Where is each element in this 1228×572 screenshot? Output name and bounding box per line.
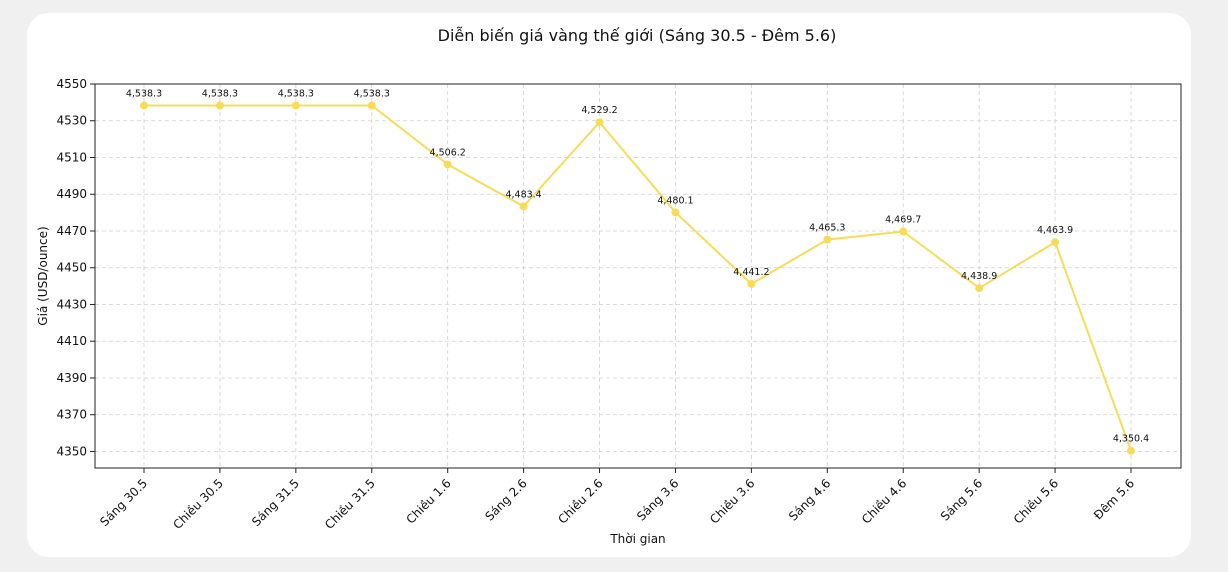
data-point[interactable] — [215, 101, 224, 110]
x-tick-label: Chiều 5.6 — [1011, 476, 1061, 526]
y-tick-label: 4430 — [56, 297, 87, 311]
data-label: 4,529.2 — [581, 105, 617, 116]
data-point[interactable] — [1051, 238, 1060, 247]
x-tick-label: Sáng 4.6 — [786, 476, 833, 523]
x-axis-label: Thời gian — [609, 532, 665, 546]
x-tick-label: Sáng 3.6 — [634, 476, 681, 523]
y-tick-label: 4550 — [56, 77, 87, 91]
y-axis-label: Giá (USD/ounce) — [36, 226, 50, 325]
data-point[interactable] — [443, 160, 452, 169]
data-point[interactable] — [140, 101, 148, 110]
x-tick-label: Sáng 31.5 — [249, 476, 302, 529]
plot-frame — [94, 83, 1182, 469]
data-label: 4,465.3 — [809, 223, 845, 234]
data-label: 4,483.4 — [505, 189, 541, 200]
data-label: 4,438.9 — [961, 271, 997, 282]
x-tick-label: Chiều 30.5 — [170, 476, 226, 532]
data-label: 4,350.4 — [1113, 434, 1149, 445]
data-point[interactable] — [899, 227, 908, 236]
data-label: 4,538.3 — [354, 88, 390, 99]
data-label: 4,538.3 — [126, 88, 162, 99]
x-tick-label: Chiều 3.6 — [707, 476, 757, 526]
y-tick-label: 4450 — [56, 261, 87, 275]
data-label: 4,480.1 — [657, 195, 693, 206]
data-point[interactable] — [1127, 446, 1135, 455]
x-tick-label: Sáng 30.5 — [97, 476, 150, 529]
x-tick-label: Đêm 5.6 — [1091, 476, 1137, 522]
y-tick-label: 4350 — [56, 444, 87, 458]
data-point[interactable] — [823, 235, 832, 244]
series-line — [144, 104, 1132, 452]
y-tick-label: 4530 — [56, 114, 87, 128]
y-tick-label: 4470 — [56, 224, 87, 238]
y-tick-label: 4410 — [56, 334, 87, 348]
data-point[interactable] — [367, 101, 376, 110]
data-point[interactable] — [747, 279, 756, 288]
data-point[interactable] — [671, 208, 680, 217]
chart-title: Diễn biến giá vàng thế giới (Sáng 30.5 -… — [438, 26, 837, 45]
y-tick-label: 4390 — [56, 371, 87, 385]
data-label: 4,538.3 — [278, 88, 314, 99]
data-label: 4,469.7 — [885, 215, 921, 226]
x-tick-label: Chiều 1.6 — [403, 476, 453, 526]
data-point[interactable] — [291, 101, 300, 110]
data-point[interactable] — [595, 118, 604, 127]
y-tick-label: 4490 — [56, 187, 87, 201]
data-point[interactable] — [975, 284, 984, 293]
data-label: 4,463.9 — [1037, 225, 1073, 236]
x-tick-label: Sáng 5.6 — [938, 476, 985, 523]
x-tick-label: Chiều 2.6 — [555, 476, 605, 526]
data-label: 4,538.3 — [202, 88, 238, 99]
x-tick-label: Sáng 2.6 — [482, 476, 529, 523]
x-tick-label: Chiều 4.6 — [859, 476, 909, 526]
x-tick-label: Chiều 31.5 — [322, 476, 378, 532]
data-point[interactable] — [519, 202, 528, 211]
y-tick-label: 4510 — [56, 150, 87, 164]
data-label: 4,506.2 — [430, 147, 466, 158]
y-tick-label: 4370 — [56, 408, 87, 422]
data-label: 4,441.2 — [733, 267, 769, 278]
